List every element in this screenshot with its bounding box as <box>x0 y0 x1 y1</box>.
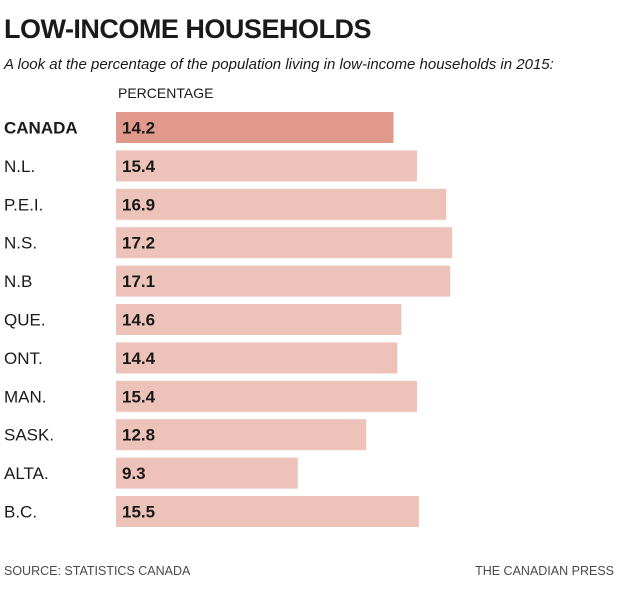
value-label-n-s: 17.2 <box>122 234 155 253</box>
bar-n-l <box>116 150 417 182</box>
bar-sask <box>116 419 367 451</box>
bar-n-s <box>116 227 453 259</box>
category-label-n-s: N.S. <box>4 234 37 253</box>
bar-ont <box>116 342 398 374</box>
chart-subtitle: A look at the percentage of the populati… <box>4 56 554 73</box>
bar-chart: CANADA 14.2 N.L. 15.4 P.E.I. 16.9 N.S. 17.2 N.B 1… <box>4 112 453 527</box>
category-label-canada: CANADA <box>4 119 78 138</box>
category-label-b-c: B.C. <box>4 503 37 522</box>
category-label-n-b: N.B <box>4 272 32 291</box>
bar-alta <box>116 457 298 489</box>
value-label-b-c: 15.5 <box>122 503 155 522</box>
bar-que <box>116 304 402 335</box>
value-label-man: 15.4 <box>122 387 156 406</box>
value-label-n-b: 17.1 <box>122 272 155 291</box>
credit-note: THE CANADIAN PRESS <box>475 564 614 578</box>
source-note: SOURCE: STATISTICS CANADA <box>4 564 191 578</box>
value-label-ont: 14.4 <box>122 349 156 368</box>
bar-canada <box>116 112 394 143</box>
chart-title: LOW-INCOME HOUSEHOLDS <box>4 14 371 44</box>
bar-n-b <box>116 265 451 297</box>
value-column-header: PERCENTAGE <box>118 85 214 101</box>
category-label-p-e-i: P.E.I. <box>4 195 43 214</box>
bar-b-c <box>116 496 419 527</box>
value-label-que: 14.6 <box>122 311 155 330</box>
category-label-n-l: N.L. <box>4 157 35 176</box>
value-label-sask: 12.8 <box>122 426 155 445</box>
value-label-n-l: 15.4 <box>122 157 156 176</box>
category-label-que: QUE. <box>4 311 46 330</box>
value-label-alta: 9.3 <box>122 464 146 483</box>
bar-man <box>116 380 417 412</box>
bar-p-e-i <box>116 188 447 220</box>
value-label-p-e-i: 16.9 <box>122 195 155 214</box>
category-label-man: MAN. <box>4 387 47 406</box>
category-label-alta: ALTA. <box>4 464 49 483</box>
category-label-sask: SASK. <box>4 426 54 445</box>
category-label-ont: ONT. <box>4 349 43 368</box>
value-label-canada: 14.2 <box>122 119 155 138</box>
